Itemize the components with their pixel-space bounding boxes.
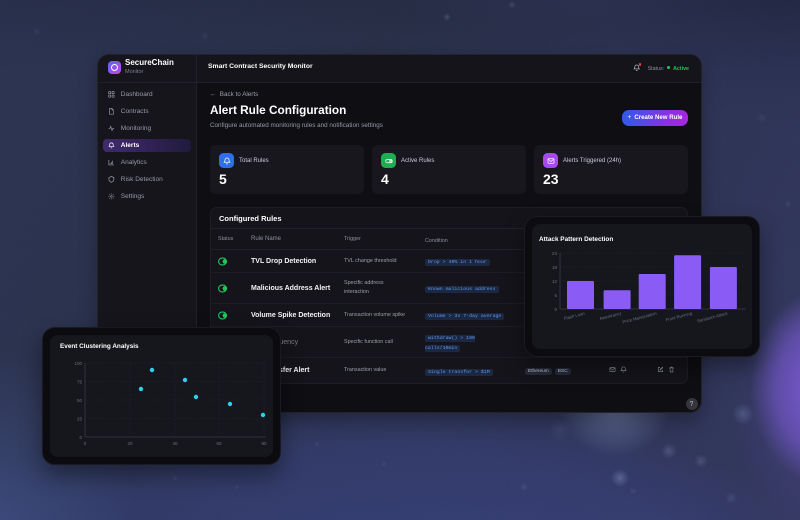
svg-text:12: 12 (552, 279, 558, 284)
svg-text:Flash Loan: Flash Loan (563, 310, 585, 320)
svg-text:75: 75 (77, 380, 83, 385)
svg-text:0: 0 (79, 435, 82, 440)
svg-text:Price Manipulation: Price Manipulation (622, 310, 658, 324)
svg-text:24: 24 (552, 251, 558, 256)
svg-text:100: 100 (74, 361, 82, 366)
svg-text:Front Running: Front Running (665, 310, 693, 322)
svg-text:20: 20 (127, 441, 133, 446)
svg-text:25: 25 (77, 417, 83, 422)
svg-text:60: 60 (216, 441, 222, 446)
svg-text:0: 0 (554, 307, 557, 312)
svg-text:40: 40 (172, 441, 178, 446)
svg-text:50: 50 (77, 398, 83, 403)
svg-text:Sandwich Attack: Sandwich Attack (697, 310, 730, 323)
svg-text:6: 6 (554, 293, 557, 298)
svg-text:18: 18 (552, 265, 558, 270)
svg-text:Reentrancy: Reentrancy (599, 310, 622, 321)
svg-text:0: 0 (84, 441, 87, 446)
svg-text:80: 80 (261, 441, 267, 446)
